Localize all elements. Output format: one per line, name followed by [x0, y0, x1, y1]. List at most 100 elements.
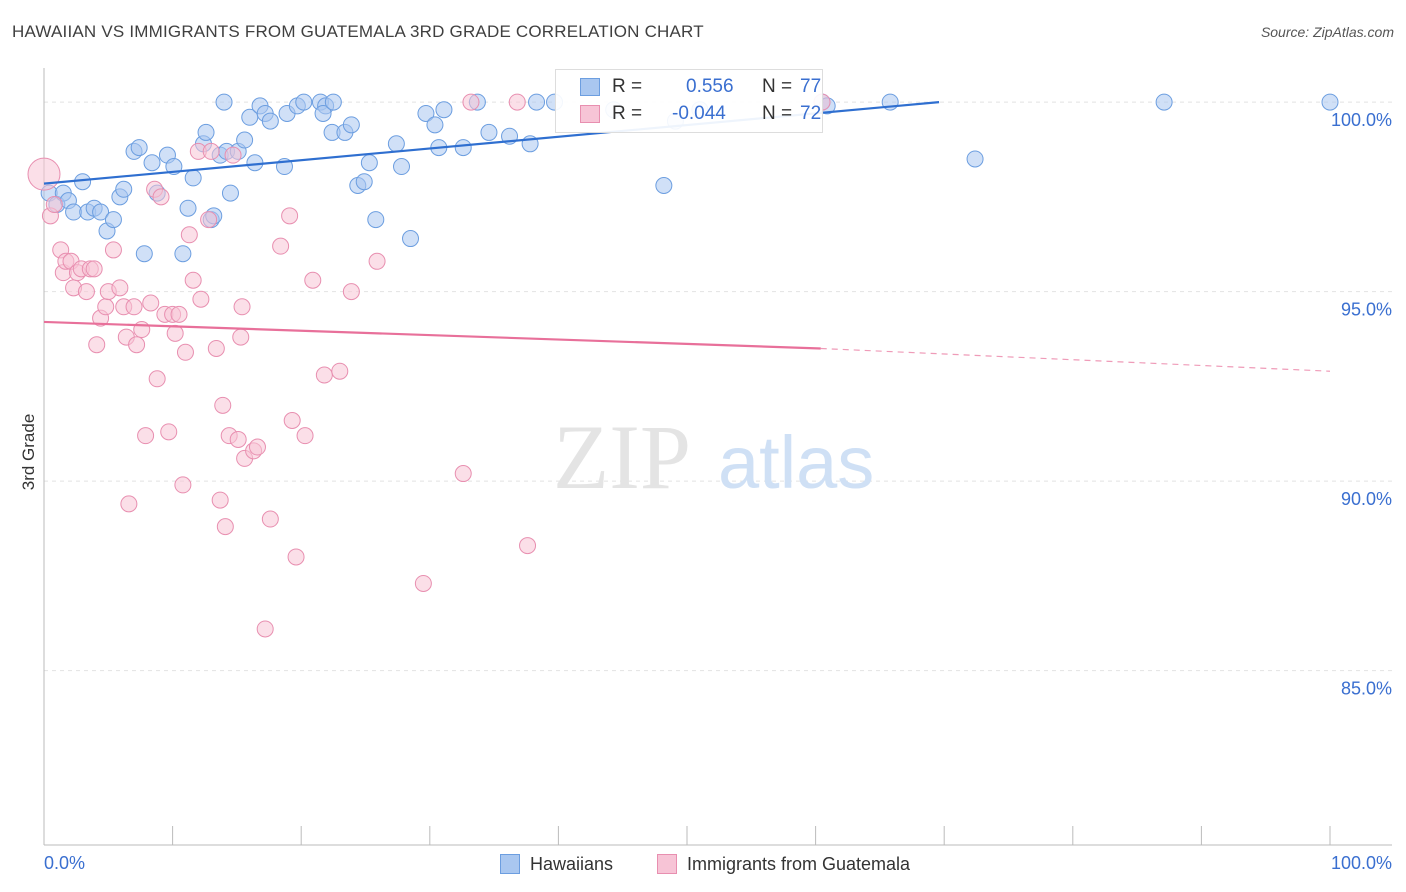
data-point-hawaiians — [454, 139, 472, 157]
watermark-atlas: atlas — [718, 421, 874, 504]
watermark: ZIP atlas — [553, 406, 874, 508]
data-point-guatemala — [368, 252, 386, 270]
data-point-hawaiians — [221, 184, 239, 202]
grid-lines — [44, 101, 1392, 672]
trend-line-guatemala — [43, 320, 821, 350]
data-point-guatemala — [85, 260, 103, 278]
y-tick-label: 95.0% — [1341, 300, 1392, 320]
data-point-hawaiians — [197, 123, 215, 141]
data-point-guatemala — [133, 321, 151, 339]
data-point-guatemala — [160, 423, 178, 441]
x-tick-label: 0.0% — [44, 853, 85, 873]
data-point-hawaiians — [236, 131, 254, 149]
legend-n-value: 72 — [800, 103, 822, 124]
data-point-hawaiians — [480, 123, 498, 141]
data-point-guatemala — [304, 271, 322, 289]
correlation-legend: R = 0.556 N = 77 R = -0.044 N = 72 — [555, 69, 823, 133]
chart-source: Source: ZipAtlas.com — [1260, 24, 1394, 40]
data-point-guatemala — [120, 495, 138, 513]
data-point-guatemala — [256, 620, 274, 638]
legend-item-guatemala[interactable]: Immigrants from Guatemala — [657, 852, 910, 876]
data-point-guatemala — [45, 195, 63, 213]
legend-label-hawaiians: Hawaiians — [530, 853, 614, 874]
y-tick-label: 100.0% — [1331, 110, 1392, 130]
legend-label-guatemala: Immigrants from Guatemala — [687, 853, 911, 874]
data-point-guatemala — [296, 427, 314, 445]
data-point-guatemala — [184, 271, 202, 289]
data-point-guatemala — [174, 476, 192, 494]
data-points — [27, 93, 1339, 638]
legend-r-label: R = — [612, 103, 643, 124]
data-point-guatemala — [414, 574, 432, 592]
data-point-hawaiians — [130, 139, 148, 157]
legend-item-hawaiians[interactable]: Hawaiians — [500, 852, 613, 876]
data-point-guatemala — [152, 188, 170, 206]
data-point-hawaiians — [1321, 93, 1339, 111]
data-point-hawaiians — [426, 116, 444, 134]
tick-labels: 100.0% 95.0% 90.0% 85.0% 0.0% 100.0% — [44, 110, 1392, 873]
data-point-hawaiians — [324, 93, 342, 111]
data-point-guatemala — [331, 362, 349, 380]
data-point-hawaiians — [435, 101, 453, 119]
data-point-guatemala — [137, 427, 155, 445]
data-point-hawaiians — [655, 176, 673, 194]
data-point-hawaiians — [417, 104, 435, 122]
legend-swatch-guatemala — [657, 854, 677, 874]
data-point-guatemala — [128, 336, 146, 354]
data-point-hawaiians — [367, 211, 385, 229]
data-point-guatemala — [229, 430, 247, 448]
data-point-hawaiians — [528, 93, 546, 111]
data-point-guatemala — [77, 283, 95, 301]
data-point-guatemala — [462, 93, 480, 111]
data-point-hawaiians — [74, 173, 92, 191]
data-point-guatemala — [214, 396, 232, 414]
data-point-guatemala — [454, 465, 472, 483]
data-point-guatemala — [281, 207, 299, 225]
legend-n-label: N = — [762, 103, 793, 124]
data-point-guatemala — [111, 279, 129, 297]
data-point-hawaiians — [104, 211, 122, 229]
data-point-guatemala — [170, 305, 188, 323]
legend-n-value: 77 — [800, 76, 822, 97]
watermark-zip: ZIP — [553, 406, 691, 508]
data-point-guatemala — [88, 336, 106, 354]
data-point-guatemala — [342, 283, 360, 301]
data-point-guatemala — [519, 537, 537, 555]
data-point-hawaiians — [215, 93, 233, 111]
data-point-hawaiians — [342, 116, 360, 134]
legend-swatch-hawaiians — [500, 854, 520, 874]
data-point-hawaiians — [402, 230, 420, 248]
data-point-guatemala — [261, 510, 279, 528]
data-point-guatemala — [508, 93, 526, 111]
data-point-hawaiians — [387, 135, 405, 153]
data-point-guatemala — [287, 548, 305, 566]
data-point-guatemala — [192, 290, 210, 308]
data-point-hawaiians — [135, 245, 153, 263]
data-point-guatemala — [211, 491, 229, 509]
data-point-hawaiians — [143, 154, 161, 172]
data-point-guatemala — [232, 328, 250, 346]
y-axis-label: 3rd Grade — [19, 414, 38, 491]
data-point-hawaiians — [246, 154, 264, 172]
data-point-guatemala — [125, 298, 143, 316]
data-point-guatemala — [202, 142, 220, 160]
data-point-hawaiians — [261, 112, 279, 130]
data-point-guatemala — [283, 411, 301, 429]
data-point-guatemala — [207, 339, 225, 357]
legend-swatch-hawaiians — [580, 78, 600, 96]
y-tick-label: 85.0% — [1341, 679, 1392, 699]
data-point-guatemala — [148, 370, 166, 388]
data-point-hawaiians — [314, 104, 332, 122]
data-point-hawaiians — [65, 203, 83, 221]
data-point-guatemala — [180, 226, 198, 244]
legend-n-label: N = — [762, 76, 793, 97]
data-point-hawaiians — [1155, 93, 1173, 111]
legend-r-value: -0.044 — [672, 103, 726, 124]
legend-r-label: R = — [612, 76, 643, 97]
x-tick-label: 100.0% — [1331, 853, 1392, 873]
data-point-guatemala — [200, 211, 218, 229]
data-point-hawaiians — [355, 173, 373, 191]
data-point-hawaiians — [393, 158, 411, 176]
data-point-guatemala — [224, 146, 242, 164]
